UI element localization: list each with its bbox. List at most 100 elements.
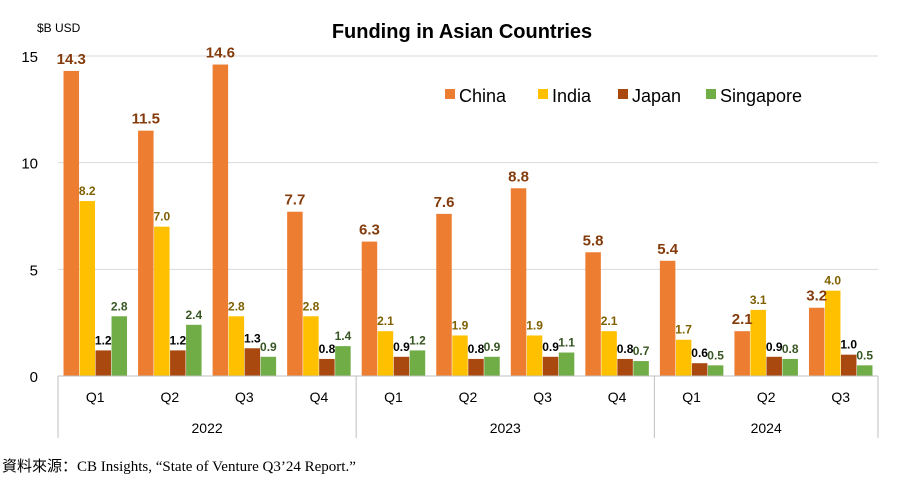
bar-japan — [542, 356, 559, 376]
data-label-japan: 0.9 — [766, 340, 783, 354]
bar-india — [750, 309, 766, 376]
bar-japan — [691, 363, 708, 376]
source-note: 資料來源：CB Insights, “State of Venture Q3’2… — [2, 459, 356, 475]
bar-japan — [617, 358, 633, 376]
data-label-japan: 0.6 — [691, 346, 708, 360]
data-label-china: 8.8 — [508, 168, 529, 185]
bar-india — [526, 335, 543, 376]
data-label-japan: 0.8 — [468, 342, 485, 356]
bar-india — [303, 316, 319, 376]
legend-swatch-singapore — [706, 89, 716, 99]
bar-china — [436, 213, 452, 376]
bar-china — [138, 130, 154, 376]
data-label-singapore: 1.4 — [335, 329, 352, 343]
legend-swatch-india — [538, 89, 548, 99]
y-tick-label: 0 — [30, 369, 38, 386]
data-label-singapore: 0.9 — [484, 340, 501, 354]
data-label-japan: 0.8 — [617, 342, 634, 356]
data-label-china: 7.6 — [434, 194, 455, 211]
bar-india — [675, 339, 692, 376]
y-axis-unit: $B USD — [37, 21, 81, 35]
gridlines — [58, 55, 878, 270]
data-label-india: 1.9 — [526, 318, 543, 332]
chart-title: Funding in Asian Countries — [332, 21, 592, 43]
bar-india — [601, 331, 617, 376]
data-label-japan: 0.8 — [319, 342, 336, 356]
data-label-india: 1.9 — [452, 318, 469, 332]
bar-singapore — [111, 316, 128, 376]
x-tick-label: Q2 — [757, 389, 776, 405]
data-label-india: 2.8 — [228, 299, 245, 313]
data-label-china: 14.3 — [57, 51, 86, 68]
data-label-singapore: 2.8 — [111, 299, 128, 313]
data-label-japan: 1.2 — [95, 333, 112, 347]
y-tick-label: 5 — [30, 262, 38, 279]
x-tick-label: Q1 — [682, 389, 701, 405]
bar-singapore — [409, 350, 426, 376]
y-axis-ticks: 0 5 10 15 — [21, 49, 38, 386]
x-tick-label: Q2 — [160, 389, 179, 405]
data-label-india: 4.0 — [824, 274, 841, 288]
data-label-china: 5.8 — [583, 232, 604, 249]
bar-china — [659, 260, 676, 376]
data-label-india: 2.8 — [303, 299, 320, 313]
legend-swatch-japan — [618, 89, 628, 99]
data-label-japan: 1.2 — [169, 333, 186, 347]
bar-china — [287, 211, 303, 376]
x-tick-label: Q4 — [608, 389, 627, 405]
x-tick-label: Q4 — [310, 389, 329, 405]
bar-china — [63, 70, 80, 376]
x-tick-label: Q2 — [459, 389, 478, 405]
bar-china — [212, 64, 229, 377]
y-tick-label: 15 — [21, 49, 38, 66]
x-axis: Q1 Q2 Q3 Q4 2022 Q1 Q2 Q3 Q4 2023 Q1 Q2 Q3 2024 — [57, 375, 879, 438]
data-label-singapore: 0.8 — [782, 342, 799, 356]
bar-japan — [840, 354, 857, 376]
data-label-india: 7.0 — [153, 210, 170, 224]
data-label-singapore: 0.7 — [633, 344, 650, 358]
bar-singapore — [260, 356, 277, 376]
data-label-china: 7.7 — [284, 192, 305, 209]
data-label-singapore: 0.9 — [260, 340, 277, 354]
x-group-label: 2024 — [751, 420, 782, 436]
legend-label-india: India — [552, 86, 592, 106]
bar-singapore — [633, 361, 649, 376]
data-label-china: 2.1 — [732, 311, 753, 328]
funding-bar-chart: Funding in Asian Countries $B USD 0 5 10 15… — [21, 21, 879, 438]
bar-india — [228, 316, 245, 376]
x-tick-label: Q3 — [235, 389, 254, 405]
bar-japan — [468, 358, 484, 376]
bar-china — [585, 252, 601, 376]
bar-singapore — [707, 365, 724, 376]
y-tick-label: 10 — [21, 156, 38, 173]
data-label-china: 6.3 — [359, 222, 380, 239]
bar-india — [377, 331, 394, 376]
x-tick-label: Q3 — [533, 389, 552, 405]
data-label-china: 14.6 — [206, 45, 235, 62]
bar-singapore — [335, 346, 351, 376]
data-label-japan: 1.0 — [840, 338, 857, 352]
legend: China India Japan Singapore — [445, 86, 802, 106]
legend-label-japan: Japan — [632, 86, 681, 106]
bar-india — [452, 335, 468, 376]
data-label-india: 2.1 — [601, 314, 618, 328]
data-label-china: 3.2 — [806, 288, 827, 305]
data-label-singapore: 1.2 — [409, 333, 426, 347]
bar-japan — [766, 356, 782, 376]
bar-japan — [244, 348, 261, 376]
data-label-japan: 0.9 — [393, 340, 410, 354]
legend-label-china: China — [459, 86, 507, 106]
x-tick-label: Q1 — [86, 389, 105, 405]
bar-singapore — [856, 365, 873, 376]
bar-singapore — [186, 324, 202, 376]
bars — [63, 64, 873, 377]
data-label-japan: 1.3 — [244, 331, 261, 345]
bar-china — [734, 331, 750, 376]
bar-china — [808, 307, 825, 376]
bar-india — [824, 290, 841, 376]
data-label-singapore: 0.5 — [707, 348, 724, 362]
data-label-japan: 0.9 — [542, 340, 559, 354]
bar-japan — [393, 356, 410, 376]
data-label-india: 3.1 — [750, 293, 767, 307]
bar-japan — [95, 350, 112, 376]
